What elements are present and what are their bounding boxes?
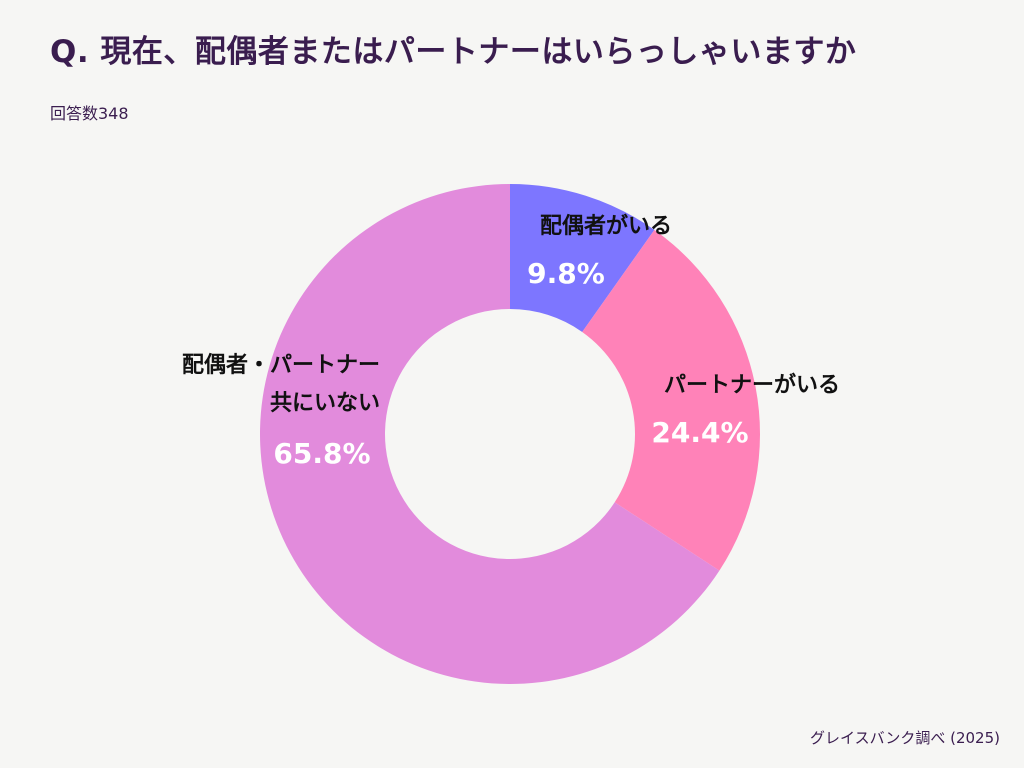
chart-title: Q. 現在、配偶者またはパートナーはいらっしゃいますか [50,34,857,70]
slice-label-2: パートナーがいる [664,372,840,398]
respondent-count: 回答数348 [50,104,129,123]
source-note: グレイスバンク調べ (2025) [810,729,1000,747]
donut-slice-2 [582,229,761,571]
slice-value-label-3: 65.8% [273,437,370,470]
slice-label-3: 配偶者・パートナー [182,353,380,378]
slice-label-3: 共にいない [270,391,380,416]
donut-slice-3 [259,184,720,685]
donut-slice-1 [510,184,655,332]
slice-value-label-1: 9.8% [527,257,605,290]
slice-value-label-2: 24.4% [651,416,748,449]
slice-group [259,184,761,685]
slice-label-1: 配偶者がいる [540,213,672,239]
